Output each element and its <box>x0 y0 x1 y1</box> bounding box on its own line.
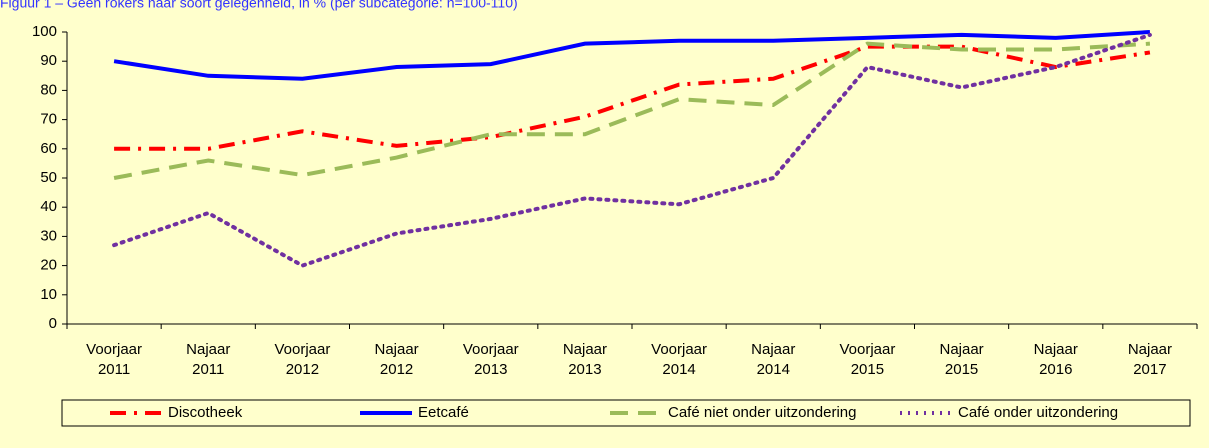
x-tick-label: Najaar 2016 <box>1033 341 1078 378</box>
y-tick-label: 70 <box>40 111 57 128</box>
x-tick-label: Najaar 2011 <box>186 341 231 378</box>
x-tick-label: Voorjaar 2011 <box>86 341 143 378</box>
series-line <box>113 30 1151 81</box>
x-tick-label: Najaar 2017 <box>1127 341 1172 378</box>
x-tick-label: Voorjaar 2013 <box>462 341 519 378</box>
y-tick-label: 40 <box>40 198 57 215</box>
y-tick-label: 90 <box>40 52 57 69</box>
x-tick-label: Najaar 2015 <box>939 341 984 378</box>
x-tick-label: Voorjaar 2015 <box>839 341 896 378</box>
x-tick-label: Najaar 2012 <box>374 341 419 378</box>
x-tick-label: Najaar 2014 <box>751 341 796 378</box>
legend-label: Eetcafé <box>418 404 469 421</box>
y-tick-label: 20 <box>40 257 57 274</box>
x-tick-label: Voorjaar 2012 <box>274 341 331 378</box>
legend-label: Café onder uitzondering <box>958 404 1118 421</box>
y-tick-label: 30 <box>40 227 57 244</box>
series-line <box>112 32 1152 268</box>
y-tick-label: 100 <box>32 23 57 40</box>
legend-box <box>61 399 1191 427</box>
series-line <box>114 44 1151 151</box>
legend-label: Café niet onder uitzondering <box>668 404 856 421</box>
chart-title: Figuur 1 – Geen rokers naar soort gelege… <box>0 0 518 11</box>
series-line <box>113 41 1151 180</box>
x-tick-label: Najaar 2013 <box>562 341 607 378</box>
y-tick-label: 50 <box>40 169 57 186</box>
y-tick-label: 10 <box>40 286 57 303</box>
legend-label: Discotheek <box>168 404 243 421</box>
x-tick-label: Voorjaar 2014 <box>651 341 708 378</box>
y-tick-label: 60 <box>40 140 57 157</box>
y-tick-label: 80 <box>40 81 57 98</box>
y-tick-label: 0 <box>49 315 57 332</box>
